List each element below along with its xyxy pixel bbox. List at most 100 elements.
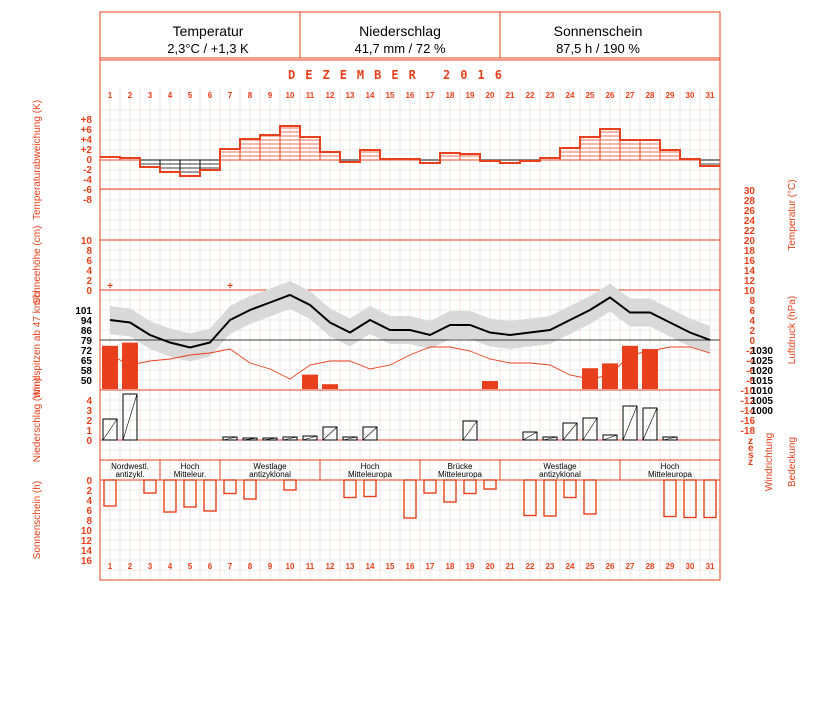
tick-label: 2 — [86, 416, 92, 427]
axis-label: Luftdruck (hPa) — [787, 296, 798, 364]
tick-label: e — [748, 443, 754, 454]
precip-bar — [282, 436, 298, 441]
day-label: 3 — [148, 91, 153, 100]
tick-label: 2 — [86, 276, 92, 287]
day-label: 8 — [248, 91, 253, 100]
axis-label: Schneehöhe (cm) — [32, 226, 43, 305]
wind-bar — [622, 345, 638, 389]
tick-label: 12 — [744, 276, 756, 287]
snow-marker: + — [107, 281, 113, 292]
day-label: 15 — [386, 91, 395, 100]
wind-envelope — [110, 281, 710, 362]
precip-hatch — [322, 426, 338, 441]
tick-label: 16 — [81, 556, 93, 567]
day-label: 31 — [706, 91, 715, 100]
weather-type-label: Mitteleuropa — [348, 470, 393, 479]
sunshine-bar — [403, 479, 417, 519]
weather-type-label: Westlage — [543, 462, 577, 471]
tick-label: 50 — [81, 376, 93, 387]
day-label: 18 — [446, 562, 455, 571]
tick-label: -2 — [83, 165, 92, 176]
day-label: 29 — [666, 91, 675, 100]
sunshine-bar — [423, 479, 437, 494]
day-label: 5 — [188, 91, 193, 100]
sunshine-bar — [703, 479, 717, 519]
day-label: 8 — [248, 562, 253, 571]
weather-type-row: Nordwestl.antizykl.HochMitteleur.Westlag… — [99, 460, 693, 480]
tick-label: 6 — [749, 306, 755, 317]
axis-label: Temperaturabweichung (K) — [32, 100, 43, 220]
day-label: 17 — [426, 91, 435, 100]
tick-label: 14 — [744, 266, 756, 277]
precip-hatch — [342, 436, 358, 441]
sunshine-bars — [103, 479, 717, 519]
day-label: 29 — [666, 562, 675, 571]
tick-label: -12 — [741, 396, 756, 407]
precip-bar — [102, 418, 118, 441]
precip-bar — [262, 437, 278, 441]
tick-label: 0 — [86, 286, 92, 297]
precip-bar — [322, 426, 338, 441]
tick-label: 72 — [81, 346, 93, 357]
precip-title: Niederschlag — [359, 23, 441, 39]
tick-label: 28 — [744, 196, 756, 207]
tick-label: 1020 — [751, 366, 774, 377]
tick-label: 65 — [81, 356, 93, 367]
weather-type-label: antizyklonal — [539, 470, 581, 479]
sun-value: 87,5 h / 190 % — [556, 41, 640, 56]
month-label: DEZEMBER 2016 — [288, 68, 512, 82]
tick-label: -18 — [741, 426, 756, 437]
precip-hatch — [102, 418, 118, 441]
day-label: 12 — [326, 562, 335, 571]
tick-label: 0 — [86, 155, 92, 166]
tick-label: 101 — [75, 306, 92, 317]
axis-ticks: +8+6+4+20-2-4-6-810864201019486797265585… — [75, 115, 773, 567]
precip-hatch — [622, 405, 638, 441]
day-label: 7 — [228, 562, 233, 571]
day-label: 11 — [306, 562, 315, 571]
tick-label: 4 — [86, 396, 92, 407]
day-label: 21 — [506, 91, 515, 100]
snow-marker: + — [227, 281, 233, 292]
weather-type-label: Nordwestl. — [111, 462, 149, 471]
day-label: 6 — [208, 562, 213, 571]
tick-label: 4 — [749, 316, 755, 327]
tick-label: 18 — [744, 246, 756, 257]
tick-label: +6 — [81, 125, 93, 136]
tick-label: 0 — [86, 476, 92, 487]
day-label: 3 — [148, 562, 153, 571]
precip-hatch — [222, 436, 238, 441]
precip-bar — [542, 436, 558, 441]
sunshine-bar — [163, 479, 177, 513]
axis-label: Temperatur (°C) — [787, 179, 798, 250]
precip-bar — [362, 426, 378, 441]
axis-labels: Temperaturabweichung (K) Schneehöhe (cm) W… — [32, 100, 798, 559]
day-label: 1 — [108, 91, 113, 100]
precip-bar — [662, 436, 678, 441]
day-label: 22 — [526, 91, 535, 100]
tick-label: 2 — [749, 326, 755, 337]
tick-label: 6 — [86, 256, 92, 267]
precip-hatch — [562, 422, 578, 441]
tick-label: -6 — [746, 366, 755, 377]
tick-label: +4 — [81, 135, 93, 146]
tick-label: 20 — [744, 236, 756, 247]
weather-type-label: Hoch — [661, 462, 680, 471]
day-label: 23 — [546, 91, 555, 100]
sunshine-bar — [443, 479, 457, 503]
tick-label: 1010 — [751, 386, 774, 397]
day-label: 1 — [108, 562, 113, 571]
tick-label: -16 — [741, 416, 756, 427]
tick-label: 58 — [81, 366, 93, 377]
day-label: 10 — [286, 91, 295, 100]
tick-label: 10 — [81, 236, 93, 247]
series-lines — [100, 293, 720, 380]
sunshine-bar — [143, 479, 157, 494]
day-label: 30 — [686, 562, 695, 571]
day-label: 21 — [506, 562, 515, 571]
precip-bar — [602, 434, 618, 441]
precip-hatch — [122, 393, 138, 441]
sunshine-bar — [543, 479, 557, 517]
temp-value: 2,3°C / +1,3 K — [167, 41, 249, 56]
sunshine-bar — [463, 479, 477, 495]
